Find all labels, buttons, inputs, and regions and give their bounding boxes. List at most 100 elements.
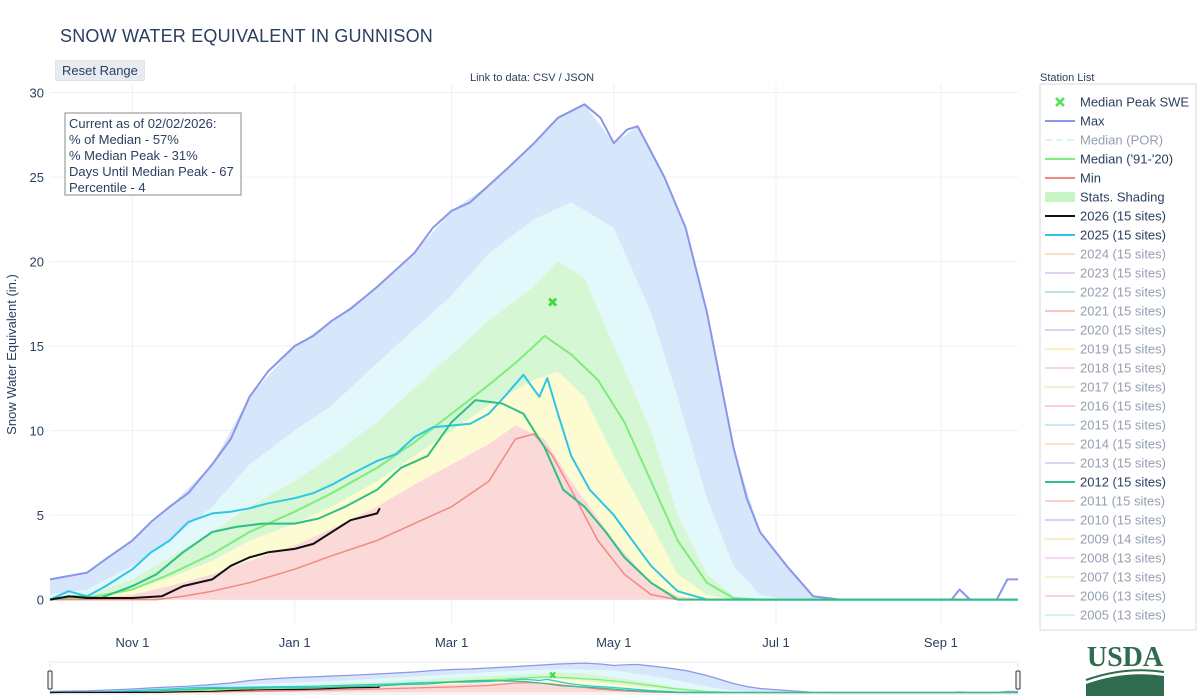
legend-label: 2006 (13 sites) xyxy=(1080,589,1166,604)
legend-item[interactable]: 2013 (15 sites) xyxy=(1045,456,1166,471)
legend-label: 2011 (15 sites) xyxy=(1080,494,1165,509)
x-axis: Nov 1 Jan 1 Mar 1 May 1 Jul 1 Sep 1 xyxy=(115,635,957,650)
legend-label: 2021 (15 sites) xyxy=(1080,304,1166,319)
x-tick-label: Nov 1 xyxy=(115,635,149,650)
legend-item[interactable]: 2005 (13 sites) xyxy=(1045,608,1166,623)
annotation-line: Percentile - 4 xyxy=(69,180,146,195)
slider-handle[interactable] xyxy=(47,670,53,690)
legend-label: 2024 (15 sites) xyxy=(1080,247,1166,262)
legend: Median Peak SWE Max Median (POR) Median ('9… xyxy=(1039,83,1197,631)
p30-band xyxy=(50,425,1018,600)
x-tick-label: May 1 xyxy=(596,635,631,650)
legend-item[interactable]: Median ('91-'20) xyxy=(1045,152,1173,167)
median-peak-marker xyxy=(548,297,558,307)
legend-label: 2005 (13 sites) xyxy=(1080,608,1166,623)
series-median-91-20- xyxy=(49,334,1018,601)
y-axis-label: Snow Water Equivalent (in.) xyxy=(4,274,19,435)
legend-item[interactable]: 2010 (15 sites) xyxy=(1045,513,1166,528)
usda-logo-text: USDA xyxy=(1087,642,1164,673)
series-max xyxy=(49,103,1018,601)
x-tick-label: Mar 1 xyxy=(435,635,468,650)
legend-item[interactable]: 2025 (15 sites) xyxy=(1045,228,1166,243)
legend-label: 2026 (15 sites) xyxy=(1080,209,1166,224)
legend-item[interactable]: Min xyxy=(1045,171,1101,186)
legend-label: 2010 (15 sites) xyxy=(1080,513,1166,528)
legend-item[interactable]: 2014 (15 sites) xyxy=(1045,437,1166,452)
legend-item[interactable]: Median Peak SWE xyxy=(1055,95,1189,110)
legend-item[interactable]: 2024 (15 sites) xyxy=(1045,247,1166,262)
legend-item[interactable]: Max xyxy=(1045,114,1105,129)
x-tick-label: Jan 1 xyxy=(279,635,311,650)
y-tick-label: 30 xyxy=(30,85,44,100)
legend-label: Median ('91-'20) xyxy=(1080,152,1173,167)
legend-item[interactable]: Stats. Shading xyxy=(1045,190,1165,205)
legend-item[interactable]: 2008 (13 sites) xyxy=(1045,551,1166,566)
annotation-line: Current as of 02/02/2026: xyxy=(69,116,216,131)
legend-item[interactable]: 2007 (13 sites) xyxy=(1045,570,1166,585)
legend-label: 2016 (15 sites) xyxy=(1080,399,1166,414)
y-tick-label: 5 xyxy=(37,508,44,523)
legend-item[interactable]: 2017 (15 sites) xyxy=(1045,380,1166,395)
legend-label: 2008 (13 sites) xyxy=(1080,551,1166,566)
legend-label: Max xyxy=(1080,114,1105,129)
legend-label: 2013 (15 sites) xyxy=(1080,456,1166,471)
legend-label: 2014 (15 sites) xyxy=(1080,437,1166,452)
legend-item[interactable]: 2012 (15 sites) xyxy=(1045,475,1166,490)
chart-title: SNOW WATER EQUIVALENT IN GUNNISON xyxy=(60,26,433,46)
legend-label: 2009 (14 sites) xyxy=(1080,532,1166,547)
slider-series xyxy=(49,662,1018,694)
legend-label: 2017 (15 sites) xyxy=(1080,380,1166,395)
legend-label: 2025 (15 sites) xyxy=(1080,228,1166,243)
legend-item[interactable]: 2018 (15 sites) xyxy=(1045,361,1166,376)
legend-label: 2007 (13 sites) xyxy=(1080,570,1166,585)
slider-series xyxy=(50,682,1018,694)
legend-item[interactable]: 2021 (15 sites) xyxy=(1045,304,1166,319)
legend-label: Median Peak SWE xyxy=(1080,95,1189,110)
legend-item[interactable]: 2020 (15 sites) xyxy=(1045,323,1166,338)
legend-label: 2020 (15 sites) xyxy=(1080,323,1166,338)
station-list-link[interactable]: Station List xyxy=(1040,72,1095,84)
legend-item[interactable]: 2026 (15 sites) xyxy=(1045,209,1166,224)
legend-item[interactable]: 2023 (15 sites) xyxy=(1045,266,1166,281)
series-min xyxy=(50,433,1018,601)
annotation-line: % of Median - 57% xyxy=(69,132,179,147)
legend-label: 2015 (15 sites) xyxy=(1080,418,1166,433)
x-tick-label: Sep 1 xyxy=(924,635,958,650)
range-slider[interactable] xyxy=(47,661,1021,695)
reset-range-button[interactable]: Reset Range xyxy=(55,60,145,81)
series-lines xyxy=(49,103,1018,601)
legend-item[interactable]: 2009 (14 sites) xyxy=(1045,532,1166,547)
legend-item[interactable]: Median (POR) xyxy=(1045,133,1163,148)
y-axis: 0 5 10 15 20 25 30 Snow Water Equivalent (in.) xyxy=(4,85,44,607)
slider-series xyxy=(49,680,1018,694)
x-tick-label: Jul 1 xyxy=(762,635,789,650)
slider-peak-marker xyxy=(549,671,556,679)
data-link[interactable]: Link to data: CSV / JSON xyxy=(470,72,595,84)
legend-item[interactable]: 2011 (15 sites) xyxy=(1045,494,1165,509)
legend-item[interactable]: 2019 (15 sites) xyxy=(1045,342,1166,357)
legend-label: 2018 (15 sites) xyxy=(1080,361,1166,376)
slider-series xyxy=(49,676,1018,694)
legend-item[interactable]: 2006 (13 sites) xyxy=(1045,589,1166,604)
usda-logo: USDA xyxy=(1082,640,1168,696)
legend-swatch xyxy=(1055,97,1065,107)
series-2026-15-sites- xyxy=(49,507,381,601)
slider-handle[interactable] xyxy=(1015,670,1021,690)
status-annotation: Current as of 02/02/2026:% of Median - 5… xyxy=(64,112,242,196)
legend-item[interactable]: 2016 (15 sites) xyxy=(1045,399,1166,414)
y-tick-label: 10 xyxy=(30,424,44,439)
slider-series xyxy=(49,678,1018,694)
annotation-line: % Median Peak - 31% xyxy=(69,148,198,163)
legend-label: Median (POR) xyxy=(1080,133,1163,148)
y-tick-label: 25 xyxy=(30,170,44,185)
legend-item[interactable]: 2022 (15 sites) xyxy=(1045,285,1166,300)
slider-series xyxy=(49,686,380,694)
legend-label: 2019 (15 sites) xyxy=(1080,342,1166,357)
legend-label: 2012 (15 sites) xyxy=(1080,475,1166,490)
legend-item[interactable]: 2015 (15 sites) xyxy=(1045,418,1166,433)
series-2025-15-sites- xyxy=(49,373,1018,601)
annotation-line: Days Until Median Peak - 67 xyxy=(69,164,234,179)
y-tick-label: 15 xyxy=(30,339,44,354)
y-tick-label: 0 xyxy=(37,593,44,608)
